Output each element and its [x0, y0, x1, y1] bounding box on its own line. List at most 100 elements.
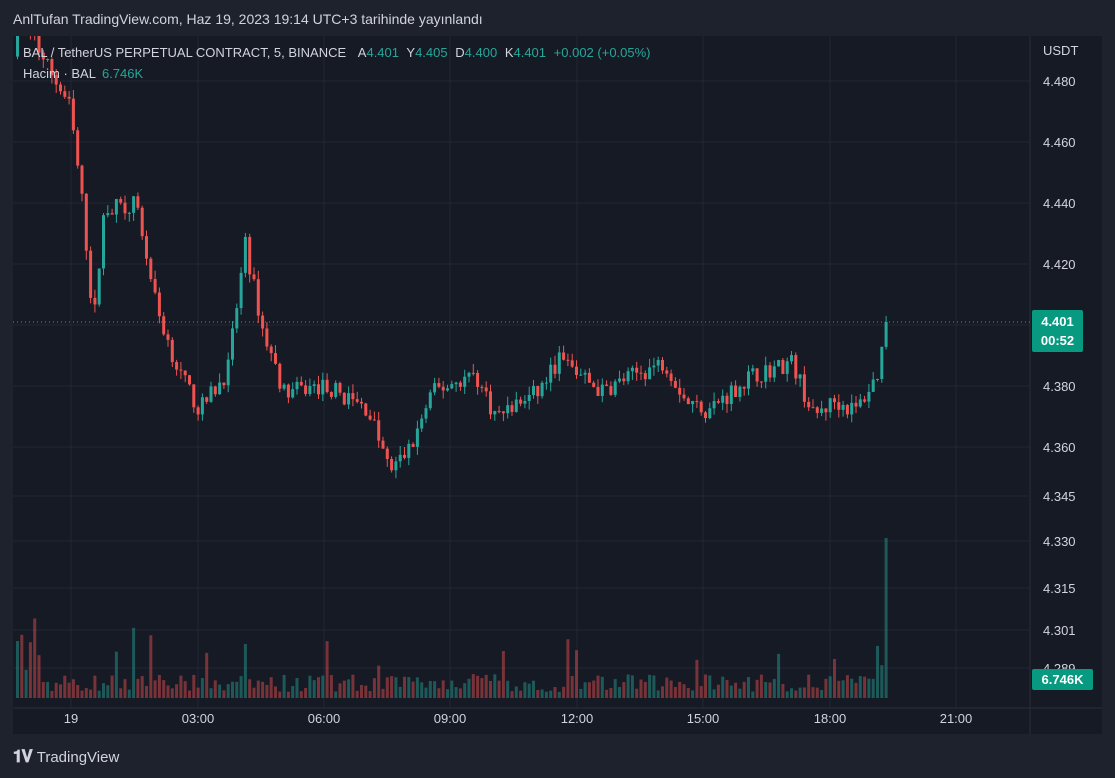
volume-bar — [794, 690, 798, 698]
time-tick-label: 18:00 — [814, 711, 847, 726]
volume-bar — [648, 674, 652, 698]
candle-body — [673, 380, 677, 388]
volume-bar — [876, 645, 879, 698]
volume-bar — [820, 689, 824, 698]
candle-body — [93, 297, 97, 305]
volume-bar — [691, 690, 695, 698]
candle-body — [626, 371, 630, 382]
candle-body — [798, 374, 802, 379]
candle-body — [523, 400, 527, 404]
candle-body — [618, 378, 621, 382]
candle-body — [239, 272, 243, 309]
candle-body — [785, 361, 789, 374]
volume-bar — [592, 680, 596, 698]
volume-bar — [437, 688, 441, 698]
time-tick-label: 12:00 — [561, 711, 594, 726]
volume-bar — [222, 690, 226, 698]
volume-bar — [489, 680, 492, 698]
candle-body — [200, 397, 204, 415]
close-label: K — [504, 45, 514, 60]
volume-bar — [243, 644, 247, 698]
volume-bar — [433, 681, 437, 698]
volume-bar — [278, 691, 282, 698]
candle-body — [544, 382, 548, 384]
candle-body — [480, 386, 484, 388]
candle-body — [536, 385, 540, 397]
volume-bar — [858, 676, 862, 698]
candle-body — [364, 403, 368, 416]
volume-bar — [751, 691, 755, 698]
volume-bar — [734, 682, 738, 698]
candle-body — [411, 443, 415, 447]
volume-bar — [652, 675, 656, 698]
volume-bar — [493, 674, 497, 698]
footer-brand[interactable]: 𝟏𝐕 TradingView — [13, 747, 119, 767]
volume-bar — [106, 685, 110, 698]
volume-bar — [523, 682, 527, 698]
volume-bar — [114, 651, 118, 698]
candle-body — [815, 407, 819, 413]
volume-bar — [183, 681, 187, 698]
volume-bar — [476, 675, 480, 698]
volume-bar — [510, 691, 514, 698]
candlestick-chart[interactable]: 4.480 4.460 4.440 4.420 4.400 4.380 4.360 4.345… — [13, 36, 1102, 734]
candle-body — [59, 84, 62, 92]
price-tick-label: 4.315 — [1043, 581, 1076, 596]
volume-bar — [863, 676, 867, 698]
chart-pane[interactable]: 4.480 4.460 4.440 4.420 4.400 4.380 4.360 4.345… — [13, 36, 1102, 734]
volume-bar — [282, 674, 286, 698]
candle-body — [278, 363, 282, 389]
volume-bar — [334, 691, 338, 698]
volume-bar — [785, 691, 789, 698]
candle-body — [89, 250, 93, 298]
volume-bar — [200, 678, 204, 698]
symbol-title[interactable]: BAL / TetherUS PERPETUAL CONTRACT, 5, BI… — [23, 45, 347, 60]
candle-body — [312, 384, 316, 387]
candle-body — [665, 370, 669, 374]
candle-body — [119, 199, 123, 203]
time-tick-label: 09:00 — [434, 711, 467, 726]
time-tick-label: 21:00 — [940, 711, 973, 726]
change-value: +0.002 (+0.05%) — [553, 45, 651, 60]
candle-body — [600, 384, 604, 396]
candle-body — [441, 386, 445, 391]
volume-label[interactable]: Hacim · BAL — [23, 66, 96, 81]
volume-bar — [97, 690, 101, 698]
volume-bar — [544, 691, 548, 698]
volume-bar — [471, 674, 475, 698]
candle-body — [360, 401, 363, 404]
candle-body — [532, 385, 535, 396]
candle-body — [476, 372, 480, 387]
volume-bar — [119, 688, 123, 698]
candle-body — [540, 382, 544, 397]
candle-body — [643, 373, 647, 380]
volume-bar — [261, 681, 265, 698]
volume-bar — [226, 684, 230, 698]
volume-bar — [63, 675, 67, 698]
volume-bar — [192, 674, 196, 698]
volume-bar — [467, 678, 471, 698]
candle-body — [166, 334, 170, 340]
volume-bar — [209, 688, 213, 698]
volume-bar — [394, 677, 398, 698]
volume-bar — [317, 677, 320, 698]
volume-bar — [708, 675, 712, 698]
candle-body — [192, 384, 196, 408]
volume-bar — [781, 683, 785, 698]
volume-bar — [136, 678, 140, 698]
candle-body — [317, 384, 320, 395]
candle-body — [170, 339, 174, 363]
candle-body — [196, 407, 200, 415]
volume-bar — [299, 691, 303, 698]
candle-body — [768, 365, 772, 378]
volume-bar — [815, 687, 819, 698]
candle-body — [725, 395, 729, 405]
volume-bar — [605, 689, 609, 698]
volume-bar — [613, 679, 617, 698]
volume-bar — [867, 678, 871, 698]
volume-bar — [54, 682, 58, 698]
bar-countdown: 00:52 — [1040, 333, 1075, 348]
volume-bar — [618, 687, 621, 698]
volume-bar — [140, 676, 144, 698]
volume-bar — [841, 680, 845, 698]
